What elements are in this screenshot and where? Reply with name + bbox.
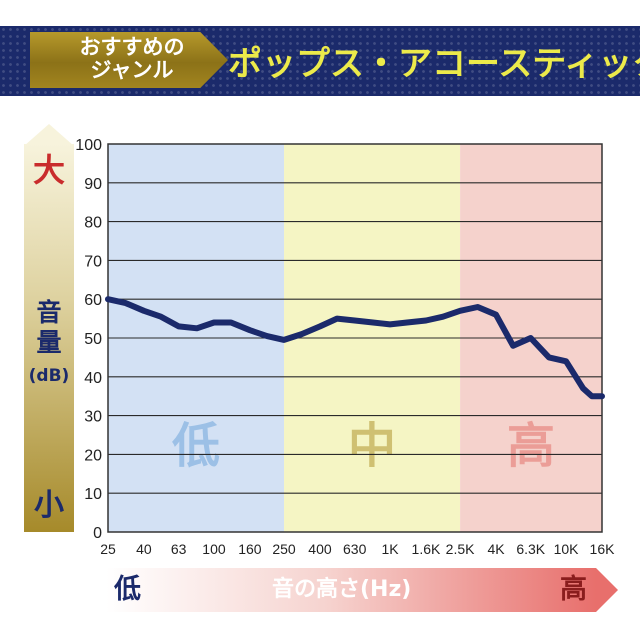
y-tick-label-50: 50 <box>84 331 102 348</box>
pitch-arrow-head <box>596 568 618 612</box>
response-line <box>105 296 605 400</box>
x-tick-label-4: 160 <box>238 541 262 557</box>
y-tick-labels: 0 10 20 30 40 50 60 70 80 90 100 <box>75 137 102 542</box>
y-tick-label-10: 10 <box>84 486 102 503</box>
x-tick-labels: 25 40 63 100 160 250 400 630 1K 1.6K 2.5K 4K 6.3K 10K… <box>100 541 615 557</box>
genre-tag <box>30 32 228 88</box>
frequency-band-labels: 低中高 <box>172 418 555 474</box>
y-tick-label-30: 30 <box>84 409 102 426</box>
volume-label-char-1: 量 <box>36 328 62 357</box>
x-tick-label-9: 1.6K <box>412 541 441 557</box>
x-tick-label-14: 16K <box>590 541 616 557</box>
x-tick-label-5: 250 <box>272 541 296 557</box>
x-tick-label-7: 630 <box>343 541 367 557</box>
y-tick-label-90: 90 <box>84 176 102 193</box>
x-tick-label-11: 4K <box>487 541 505 557</box>
y-tick-label-40: 40 <box>84 370 102 387</box>
x-tick-label-12: 6.3K <box>516 541 545 557</box>
y-tick-label-100: 100 <box>75 137 102 154</box>
genre-label: おすすめの ジャンル <box>52 36 212 82</box>
pitch-axis-label: 音の高さ(Hz) <box>272 577 412 602</box>
volume-label-char-0: 音 <box>36 298 62 327</box>
volume-label: 音量 <box>24 298 74 358</box>
genre-label-line2: ジャンル <box>90 58 174 82</box>
plot-frame <box>107 143 603 533</box>
x-tick-label-13: 10K <box>554 541 580 557</box>
x-tick-label-8: 1K <box>381 541 399 557</box>
band-label-2: 高 <box>507 418 555 474</box>
pitch-high-label: 高 <box>560 574 587 605</box>
pitch-axis-bar <box>106 568 596 612</box>
x-tick-label-1: 40 <box>136 541 152 557</box>
x-tick-label-3: 100 <box>202 541 226 557</box>
x-tick-label-6: 400 <box>308 541 332 557</box>
x-tick-label-10: 2.5K <box>446 541 475 557</box>
y-tick-label-80: 80 <box>84 215 102 232</box>
header-banner <box>0 26 640 96</box>
y-tick-label-70: 70 <box>84 253 102 270</box>
y-tick-label-60: 60 <box>84 292 102 309</box>
volume-axis-bar <box>24 144 74 532</box>
genre-name: ポップス・アコースティック <box>228 44 640 84</box>
y-tick-label-20: 20 <box>84 447 102 464</box>
band-label-0: 低 <box>172 418 220 474</box>
volume-high-label: 大 <box>32 151 65 189</box>
volume-unit: (dB) <box>28 366 70 386</box>
x-tick-label-2: 63 <box>171 541 187 557</box>
y-tick-label-0: 0 <box>93 525 102 542</box>
pitch-low-label: 低 <box>114 574 141 605</box>
band-label-1: 中 <box>348 418 396 474</box>
genre-label-line1: おすすめの <box>79 35 185 59</box>
volume-low-label: 小 <box>34 488 64 523</box>
x-tick-label-0: 25 <box>100 541 116 557</box>
volume-arrow-head <box>24 124 74 146</box>
